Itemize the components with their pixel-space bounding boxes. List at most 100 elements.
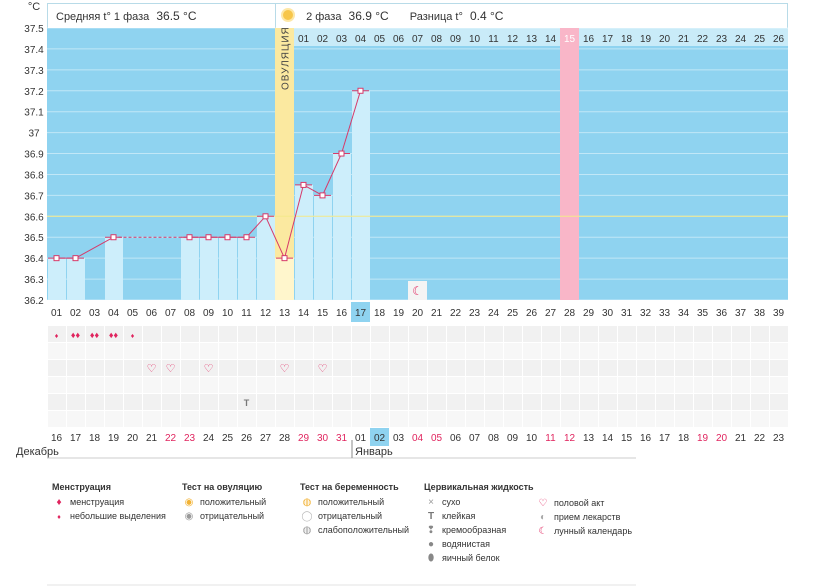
test-weak-icon: ◍ — [302, 525, 312, 536]
symptom-cell — [675, 394, 693, 410]
y-tick-label: 37.2 — [24, 87, 44, 98]
symptom-cell — [485, 360, 503, 376]
symptom-cell — [675, 343, 693, 359]
y-tick-label: 36.3 — [24, 275, 44, 286]
cycle-day-label: 04 — [108, 308, 120, 319]
calendar-date-label: 21 — [146, 433, 158, 444]
symptom-cell — [390, 394, 408, 410]
temperature-segment — [341, 90, 361, 154]
calendar-today-cell — [370, 428, 389, 446]
symptom-cell — [314, 394, 332, 410]
temperature-point — [319, 192, 326, 199]
drop-icon: ♦♦ — [71, 330, 81, 340]
cycle-day-label: 29 — [583, 308, 595, 319]
legend-item: ◐ прием лекарств — [536, 510, 632, 524]
symptom-cell — [770, 377, 788, 393]
phase2-day-label: 11 — [488, 34, 499, 45]
symptom-cell — [48, 377, 66, 393]
phase2-day-label: 25 — [754, 34, 766, 45]
symptom-cell — [656, 394, 674, 410]
calendar-date-label: 19 — [108, 433, 120, 444]
symptom-cell — [732, 326, 750, 342]
legend-item: ◉ отрицательный — [182, 509, 266, 523]
symptom-cell — [542, 377, 560, 393]
calendar-date-label: 01 — [355, 433, 367, 444]
symptom-cell — [295, 360, 313, 376]
phase2-day-label: 04 — [355, 34, 367, 45]
cycle-day-label: 28 — [564, 308, 576, 319]
symptom-cell — [86, 411, 104, 427]
symptom-cell — [162, 326, 180, 342]
temperature-segment — [284, 184, 304, 259]
legend-item: ◍ положительный — [300, 495, 409, 509]
symptom-cell — [732, 394, 750, 410]
phase2-day-label: 21 — [678, 34, 690, 45]
symptom-cell — [352, 360, 370, 376]
month-january: Январь — [355, 446, 393, 458]
symptom-cell — [238, 394, 256, 410]
symptom-cell — [561, 360, 579, 376]
temperature-bar — [333, 153, 351, 300]
calendar-date-label: 20 — [127, 433, 139, 444]
moon-cell — [408, 281, 427, 300]
symptom-cell — [447, 360, 465, 376]
symptom-cell — [637, 411, 655, 427]
symptom-cell — [732, 377, 750, 393]
symptom-cell — [48, 394, 66, 410]
symptom-cell — [124, 360, 142, 376]
pill-icon: ◐ — [539, 512, 547, 523]
symptom-cell — [86, 360, 104, 376]
symptom-cell — [352, 343, 370, 359]
symptom-cell — [371, 343, 389, 359]
cycle-day-label: 02 — [70, 308, 82, 319]
symptom-cell — [485, 343, 503, 359]
symptom-cell — [200, 343, 218, 359]
symptom-cell — [238, 411, 256, 427]
heart-icon: ♡ — [318, 363, 328, 375]
cycle-day-label: 36 — [716, 308, 728, 319]
temperature-point — [224, 234, 231, 241]
cycle-day-label: 38 — [754, 308, 766, 319]
symptom-cell — [542, 326, 560, 342]
temperature-bar — [219, 237, 237, 300]
legend-item: ◉ положительный — [182, 495, 267, 509]
calendar-date-label: 10 — [526, 433, 538, 444]
cycle-day-label: 12 — [260, 308, 272, 319]
symptom-cell — [580, 360, 598, 376]
legend-pregnancy-test: Тест на беременность ◍ положительный ◯ отр… — [300, 482, 409, 537]
cycle-day-label: 23 — [469, 308, 481, 319]
symptom-cell — [523, 411, 541, 427]
symptom-cell — [751, 326, 769, 342]
symptom-cell — [333, 411, 351, 427]
symptom-cell — [580, 411, 598, 427]
temperature-point — [110, 234, 117, 241]
legend-item: ❢ кремообразная — [424, 523, 534, 537]
legend-title: Менструация — [52, 482, 111, 492]
symptom-cell — [504, 343, 522, 359]
symptom-cell — [181, 377, 199, 393]
symptom-cell — [618, 377, 636, 393]
drop-icon: ♦♦ — [90, 330, 100, 340]
symptom-cell — [580, 343, 598, 359]
cycle-day-label: 15 — [317, 308, 329, 319]
temperature-point — [72, 255, 79, 262]
symptom-cell — [466, 394, 484, 410]
cycle-day-label: 18 — [374, 308, 386, 319]
phase2-day-label: 02 — [317, 34, 329, 45]
y-tick-label: 37 — [28, 129, 40, 140]
cycle-day-label: 05 — [127, 308, 139, 319]
dry-icon: × — [428, 497, 434, 508]
phase2-day-label: 09 — [450, 34, 462, 45]
symptom-cell — [124, 411, 142, 427]
symptom-cell — [561, 394, 579, 410]
legend-item: ♡ половой акт — [536, 496, 632, 510]
cycle-day-label: 33 — [659, 308, 671, 319]
symptom-cell — [219, 377, 237, 393]
calendar-date-label: 17 — [659, 433, 671, 444]
symptom-cell — [67, 394, 85, 410]
symptom-cell — [770, 343, 788, 359]
symptom-cell — [637, 377, 655, 393]
legend-item: ● водянистая — [424, 537, 534, 551]
